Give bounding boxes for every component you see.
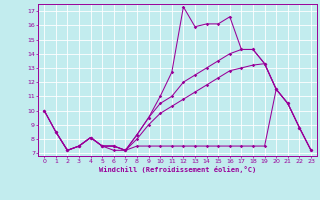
X-axis label: Windchill (Refroidissement éolien,°C): Windchill (Refroidissement éolien,°C) — [99, 166, 256, 173]
